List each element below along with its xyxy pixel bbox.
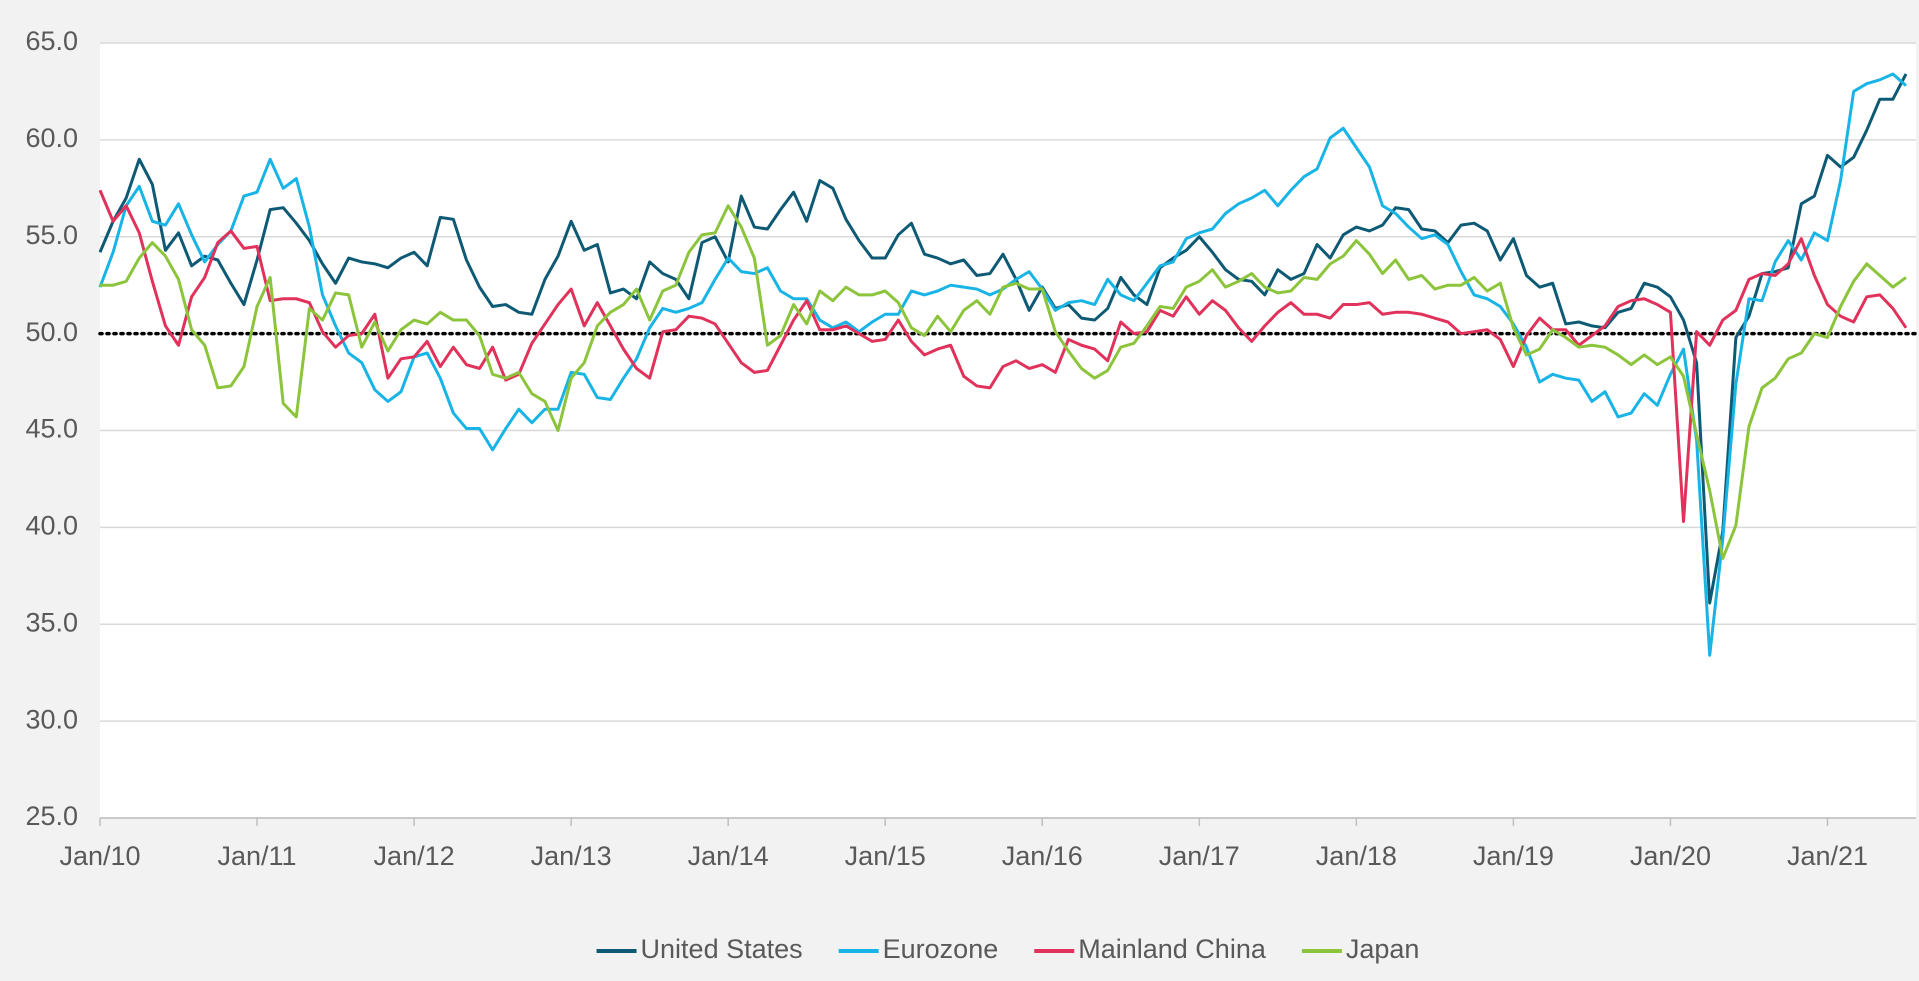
legend-item: Eurozone xyxy=(838,934,999,964)
y-tick-label: 25.0 xyxy=(25,801,78,831)
legend-label: Mainland China xyxy=(1078,934,1267,964)
x-tick-label: Jan/13 xyxy=(531,841,612,871)
legend-item: United States xyxy=(596,934,803,964)
x-tick-label: Jan/15 xyxy=(845,841,926,871)
y-tick-label: 45.0 xyxy=(25,414,78,444)
x-tick-label: Jan/17 xyxy=(1159,841,1240,871)
legend-label: United States xyxy=(641,934,803,964)
legend-item: Japan xyxy=(1301,934,1420,964)
y-tick-label: 60.0 xyxy=(25,123,78,153)
x-tick-label: Jan/18 xyxy=(1316,841,1397,871)
legend-label: Japan xyxy=(1346,934,1420,964)
legend-label: Eurozone xyxy=(883,934,999,964)
y-tick-label: 35.0 xyxy=(25,607,78,637)
y-tick-label: 65.0 xyxy=(25,26,78,56)
x-tick-label: Jan/10 xyxy=(59,841,140,871)
y-tick-label: 40.0 xyxy=(25,511,78,541)
series-line xyxy=(98,73,1908,605)
x-tick-label: Jan/12 xyxy=(374,841,455,871)
x-tick-label: Jan/11 xyxy=(218,841,297,871)
x-tick-label: Jan/16 xyxy=(1002,841,1083,871)
y-tick-label: 55.0 xyxy=(25,220,78,250)
y-tick-label: 50.0 xyxy=(25,317,78,347)
x-tick-label: Jan/21 xyxy=(1787,841,1868,871)
series-line xyxy=(100,204,1907,560)
series-line xyxy=(98,189,1908,524)
x-tick-label: Jan/14 xyxy=(688,841,769,871)
x-tick-label: Jan/20 xyxy=(1630,841,1711,871)
y-tick-label: 30.0 xyxy=(25,704,78,734)
legend-item: Mainland China xyxy=(1034,934,1267,964)
x-tick-label: Jan/19 xyxy=(1473,841,1554,871)
